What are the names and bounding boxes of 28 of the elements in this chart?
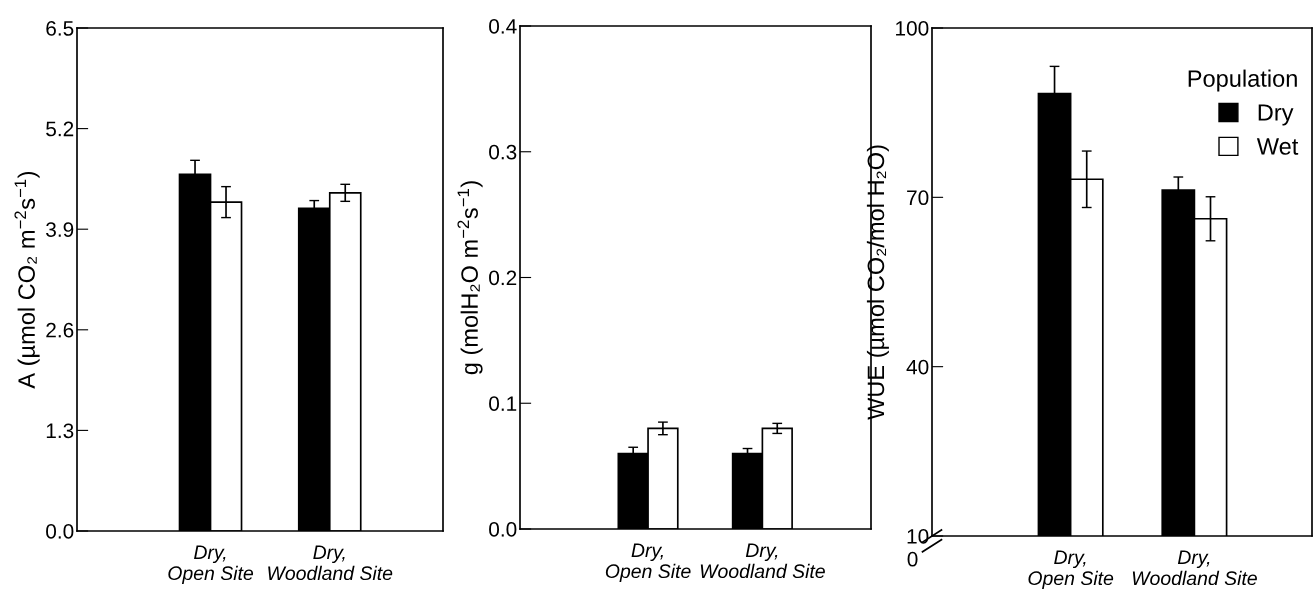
- y-tick-label: 0.3: [489, 144, 517, 160]
- y-tick-label: 2.6: [46, 322, 74, 338]
- text: 0: [907, 551, 918, 567]
- y-tick-label: 10: [907, 529, 929, 544]
- y-tick-label: 70: [907, 190, 929, 206]
- y-tick-label: 0.1: [489, 396, 517, 411]
- y-tick-label: 0.4: [489, 19, 517, 34]
- y-tick-label: 40: [906, 359, 929, 375]
- y-tick-label: 0.2: [489, 270, 517, 286]
- legend-title: Population: [1188, 69, 1297, 92]
- y-axis-title: WUE (µmol CO₂/mol H₂O): [866, 145, 889, 420]
- y-tick-label: 0.0: [46, 524, 74, 539]
- y-axis-title: A (µmol CO₂ m$^{−2}$s$^{−1}$): [14, 171, 40, 389]
- y-tick-label: 3.9: [46, 222, 74, 237]
- y-tick-label: 5.2: [46, 121, 74, 137]
- y-tick-label: 0.0: [489, 522, 517, 537]
- x-tick-label: Dry, Woodland Site: [1132, 550, 1257, 586]
- y-axis-title: g (molH₂O m$^{−2}$s$^{−1}$): [457, 181, 483, 375]
- y-tick-label: 1.3: [46, 423, 74, 439]
- x-tick-label: Dry, Woodland Site: [700, 543, 825, 579]
- legend-label: Wet: [1256, 138, 1299, 155]
- y-tick-label: 6.5: [46, 21, 74, 36]
- x-tick-label: Dry, Open Site: [605, 543, 691, 582]
- x-tick-label: Dry, Woodland Site: [268, 545, 393, 581]
- x-tick-label: Dry, Open Site: [168, 545, 254, 584]
- legend-label: Dry: [1258, 104, 1294, 126]
- y-tick-label: 100: [896, 21, 929, 36]
- x-tick-label: Dry, Open Site: [1028, 550, 1114, 589]
